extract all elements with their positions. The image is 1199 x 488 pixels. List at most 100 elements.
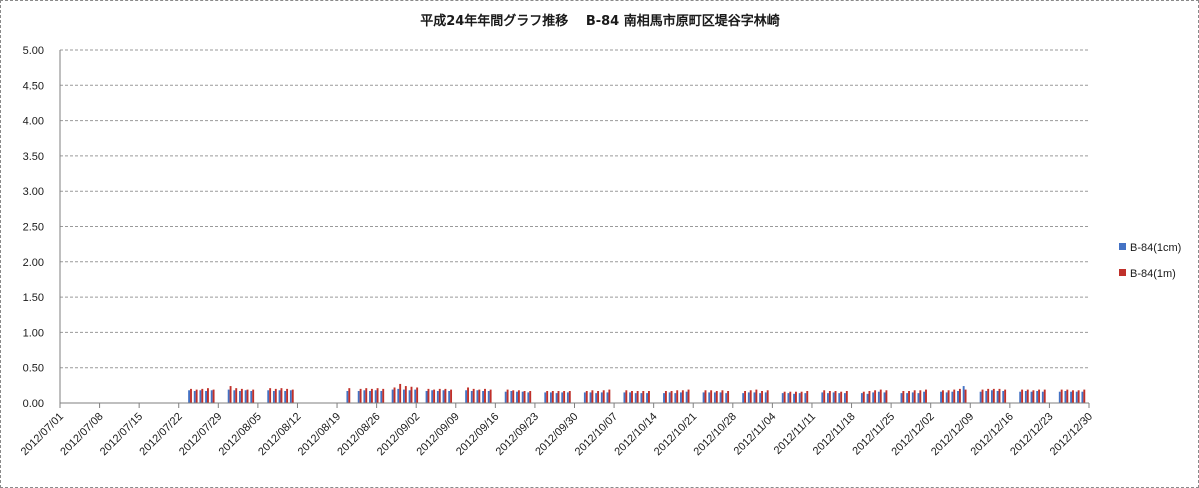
bar: [947, 390, 950, 403]
bar: [1024, 391, 1027, 403]
bar: [269, 388, 272, 403]
bar: [195, 389, 198, 403]
bar: [942, 390, 944, 403]
bar: [985, 391, 988, 403]
bar: [450, 389, 453, 403]
bar: [917, 393, 920, 403]
bar: [1075, 391, 1078, 403]
y-tick-label: 4.00: [23, 116, 44, 128]
bar: [804, 393, 807, 403]
bar: [239, 391, 241, 403]
bar: [798, 393, 801, 403]
bar: [527, 392, 530, 403]
bar: [472, 388, 475, 403]
bar: [289, 390, 292, 403]
bar: [544, 392, 547, 403]
bar: [747, 392, 750, 403]
bar: [1083, 389, 1086, 403]
bar: [923, 391, 926, 403]
bar: [278, 390, 281, 403]
bar: [1041, 391, 1044, 403]
grid-lines: [60, 49, 1089, 369]
bar: [687, 389, 690, 403]
bar: [370, 388, 373, 403]
bar: [212, 389, 215, 403]
bar: [981, 389, 984, 403]
bar: [1038, 389, 1041, 403]
bar: [484, 388, 486, 403]
bar: [821, 392, 824, 403]
bar: [363, 390, 366, 403]
bar: [1026, 389, 1029, 403]
bar: [600, 392, 603, 403]
bar: [900, 393, 903, 403]
bar: [1030, 391, 1033, 403]
bar: [551, 391, 554, 403]
bar: [408, 390, 411, 403]
bar: [719, 392, 722, 403]
bar: [883, 392, 886, 403]
bar: [704, 390, 707, 403]
bar: [284, 391, 287, 403]
bar: [606, 392, 609, 403]
bar: [1019, 391, 1022, 403]
bar: [597, 391, 600, 403]
bar: [476, 390, 479, 403]
y-tick-label: 1.00: [23, 327, 44, 339]
bar: [911, 392, 914, 403]
bar: [365, 388, 368, 403]
bar: [566, 392, 569, 403]
bar: [625, 390, 628, 403]
bar: [919, 390, 922, 403]
bar: [267, 390, 270, 403]
bar: [958, 388, 961, 403]
bar: [1036, 391, 1039, 403]
bar: [940, 391, 942, 403]
bar: [549, 392, 552, 403]
bar: [845, 391, 848, 403]
bar: [879, 389, 882, 403]
bar: [286, 388, 289, 403]
bar: [199, 390, 202, 403]
bar: [444, 388, 447, 403]
bar: [235, 388, 238, 403]
bar: [1004, 389, 1007, 403]
bar: [828, 391, 831, 403]
bar: [866, 393, 869, 403]
bar: [1021, 389, 1024, 403]
bar: [399, 383, 402, 403]
bar: [1032, 390, 1035, 403]
bar: [753, 392, 756, 403]
bar: [210, 390, 213, 403]
bar: [840, 391, 843, 403]
bar: [205, 391, 207, 403]
bar: [674, 393, 677, 403]
bar: [634, 393, 637, 403]
bar: [1064, 391, 1067, 403]
bar: [438, 388, 441, 403]
bar: [843, 393, 846, 403]
bar: [789, 391, 792, 403]
y-tick-label: 0.50: [23, 363, 44, 375]
bar: [227, 389, 230, 403]
bar: [795, 391, 797, 403]
bar: [402, 389, 405, 403]
bar: [823, 390, 826, 403]
bar: [274, 388, 277, 403]
bar: [642, 391, 645, 403]
bar: [410, 386, 413, 403]
bar: [1081, 391, 1084, 403]
bar: [608, 389, 611, 403]
x-tick-label: 2012/11/04: [732, 411, 779, 458]
y-tick-label: 3.50: [23, 151, 44, 163]
bar: [557, 391, 560, 403]
bar: [583, 392, 586, 403]
bar: [877, 391, 880, 403]
x-axis: 2012/07/012012/07/082012/07/152012/07/22…: [19, 402, 1095, 458]
bar: [555, 393, 558, 403]
bar: [391, 389, 394, 403]
legend: B-84(1cm) B-84(1m): [1119, 242, 1181, 280]
bar: [749, 390, 752, 403]
bar: [629, 392, 632, 403]
